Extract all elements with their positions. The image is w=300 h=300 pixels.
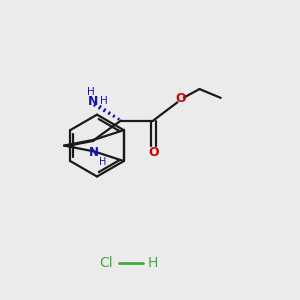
Text: O: O xyxy=(175,92,186,105)
Text: H: H xyxy=(148,256,158,270)
Text: H: H xyxy=(99,157,106,167)
Text: O: O xyxy=(148,146,159,158)
Text: N: N xyxy=(89,146,99,159)
Text: N: N xyxy=(88,95,98,108)
Text: H: H xyxy=(100,96,108,106)
Text: Cl: Cl xyxy=(99,256,112,270)
Text: H: H xyxy=(87,87,94,97)
